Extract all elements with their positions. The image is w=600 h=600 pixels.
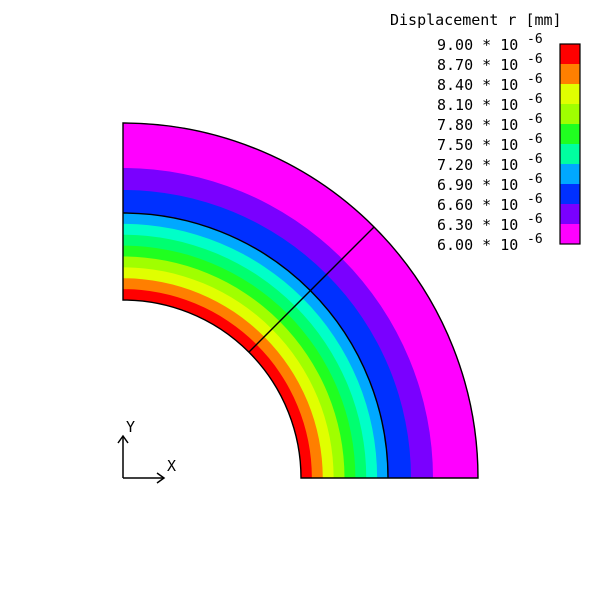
legend-swatch-9 xyxy=(560,224,580,244)
contour-band-outer-0 xyxy=(123,189,412,478)
legend-swatch-5 xyxy=(560,144,580,164)
legend-exponent-2: -6 xyxy=(527,72,543,87)
legend-bar-border xyxy=(559,43,581,245)
legend-exponent-9: -6 xyxy=(527,212,543,227)
legend-exponent-8: -6 xyxy=(527,192,543,207)
legend-exponent-10: -6 xyxy=(527,232,543,247)
legend-exponent-4: -6 xyxy=(527,112,543,127)
legend-label-1: 8.70 * 10 xyxy=(437,56,518,74)
y-axis-label: Y xyxy=(126,418,135,436)
mesh-outline xyxy=(122,122,479,479)
legend-label-2: 8.40 * 10 xyxy=(437,76,518,94)
legend-exponent-0: -6 xyxy=(527,32,543,47)
legend-exponent-5: -6 xyxy=(527,132,543,147)
legend-label-10: 6.00 * 10 xyxy=(437,236,518,254)
legend-swatch-7 xyxy=(560,184,580,204)
contour-band-outer-1 xyxy=(123,167,434,478)
legend-color-bar xyxy=(559,43,581,245)
outer-boundary xyxy=(122,122,479,479)
legend-exponent-7: -6 xyxy=(527,172,543,187)
legend-exponent-3: -6 xyxy=(527,92,543,107)
legend-swatch-3 xyxy=(560,104,580,124)
contour-band-outer-2 xyxy=(123,122,479,478)
y-axis-arrowhead xyxy=(117,434,129,444)
legend-exponent-1: -6 xyxy=(527,52,543,67)
legend-swatch-8 xyxy=(560,204,580,224)
legend-swatch-0 xyxy=(560,44,580,64)
legend-labels: 9.00 * 10 -6 8.70 * 10 -6 8.40 * 10 -6 8.10 * … xyxy=(437,32,543,254)
legend-swatch-1 xyxy=(560,64,580,84)
legend-exponent-6: -6 xyxy=(527,152,543,167)
legend-label-0: 9.00 * 10 xyxy=(437,36,518,54)
legend-label-7: 6.90 * 10 xyxy=(437,176,518,194)
legend-label-5: 7.50 * 10 xyxy=(437,136,518,154)
axis-triad: Y X xyxy=(117,418,176,484)
contour-band-inner-1 xyxy=(123,277,324,478)
legend-title: Displacement r [mm] xyxy=(390,11,562,29)
x-axis-label: X xyxy=(167,457,176,475)
legend-label-6: 7.20 * 10 xyxy=(437,156,518,174)
legend-label-4: 7.80 * 10 xyxy=(437,116,518,134)
x-axis-arrowhead xyxy=(156,472,166,484)
legend-swatch-2 xyxy=(560,84,580,104)
legend-swatch-4 xyxy=(560,124,580,144)
mesh-diagonal-line xyxy=(248,226,375,353)
legend-label-8: 6.60 * 10 xyxy=(437,196,518,214)
legend-label-3: 8.10 * 10 xyxy=(437,96,518,114)
legend-swatch-6 xyxy=(560,164,580,184)
legend-label-9: 6.30 * 10 xyxy=(437,216,518,234)
